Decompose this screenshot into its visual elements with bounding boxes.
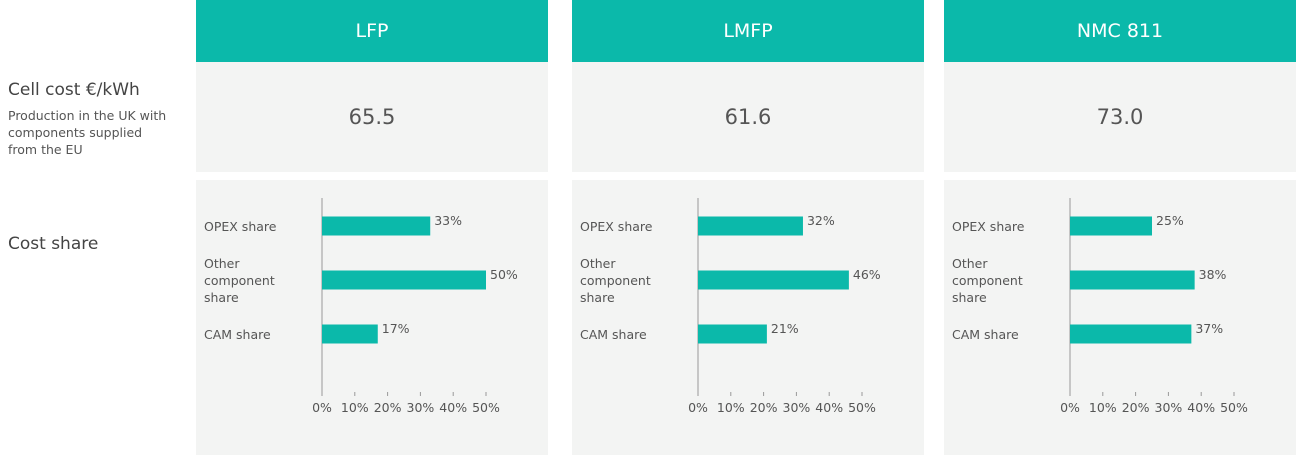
bar: [322, 270, 486, 290]
value-label: 37%: [1195, 321, 1223, 336]
value-label: 21%: [771, 321, 799, 336]
category-label: Other component share: [204, 256, 279, 305]
bar: [322, 324, 378, 344]
x-tick-label: 30%: [783, 400, 811, 415]
bar: [322, 216, 431, 236]
row-label: Cell cost €/kWh: [8, 80, 140, 100]
category-label: CAM share: [952, 327, 1019, 342]
value-label: 32%: [807, 213, 835, 228]
x-tick-label: 50%: [1220, 400, 1248, 415]
bar: [1070, 270, 1195, 290]
chart-panel: 0% 10% 20% 30% 40% 50% 33% OPEX share 50% Other c…: [196, 180, 548, 455]
cell-cost: 65.5: [196, 62, 548, 172]
bar: [698, 270, 849, 290]
x-tick-label: 10%: [1089, 400, 1117, 415]
x-tick-label: 10%: [341, 400, 369, 415]
value-label: 46%: [853, 267, 881, 282]
category-label: OPEX share: [952, 219, 1025, 234]
cell-cost: 73.0: [944, 62, 1296, 172]
value-label: 25%: [1156, 213, 1184, 228]
x-tick-label: 50%: [472, 400, 500, 415]
x-tick-label: 30%: [1155, 400, 1183, 415]
x-tick-label: 0%: [1060, 400, 1080, 415]
x-tick-label: 40%: [815, 400, 843, 415]
row-label: Cost share: [8, 234, 99, 254]
chart: 0% 10% 20% 30% 40% 50% 32% OPEX share 46% Other c…: [580, 198, 881, 415]
x-tick-label: 20%: [374, 400, 402, 415]
cell-cost: 61.6: [572, 62, 924, 172]
category-label: Other component share: [580, 256, 655, 305]
column-header: NMC 811: [944, 0, 1296, 62]
category-label: CAM share: [580, 327, 647, 342]
value-label: 50%: [490, 267, 518, 282]
x-tick-label: 20%: [1122, 400, 1150, 415]
value-label: 38%: [1199, 267, 1227, 282]
bar: [698, 216, 803, 236]
category-label: OPEX share: [204, 219, 277, 234]
value-label: 33%: [434, 213, 462, 228]
x-tick-label: 30%: [407, 400, 435, 415]
bar: [698, 324, 767, 344]
category-label: OPEX share: [580, 219, 653, 234]
chart: 0% 10% 20% 30% 40% 50% 33% OPEX share 50% Other c…: [204, 198, 518, 415]
chart-panel: 0% 10% 20% 30% 40% 50% 32% OPEX share 46% Other c…: [572, 180, 924, 455]
bar: [1070, 216, 1152, 236]
column-header: LMFP: [572, 0, 924, 62]
chart-panel: 0% 10% 20% 30% 40% 50% 25% OPEX share 38% Other c…: [944, 180, 1296, 455]
bar: [1070, 324, 1192, 344]
chart: 0% 10% 20% 30% 40% 50% 25% OPEX share 38% Other c…: [952, 198, 1248, 415]
category-label: CAM share: [204, 327, 271, 342]
x-tick-label: 50%: [848, 400, 876, 415]
x-tick-label: 10%: [717, 400, 745, 415]
x-tick-label: 40%: [1187, 400, 1215, 415]
column-header: LFP: [196, 0, 548, 62]
x-tick-label: 40%: [439, 400, 467, 415]
x-tick-label: 0%: [312, 400, 332, 415]
row-note: Production in the UK with components sup…: [8, 108, 167, 157]
x-tick-label: 0%: [688, 400, 708, 415]
value-label: 17%: [382, 321, 410, 336]
category-label: Other component share: [952, 256, 1027, 305]
x-tick-label: 20%: [750, 400, 778, 415]
